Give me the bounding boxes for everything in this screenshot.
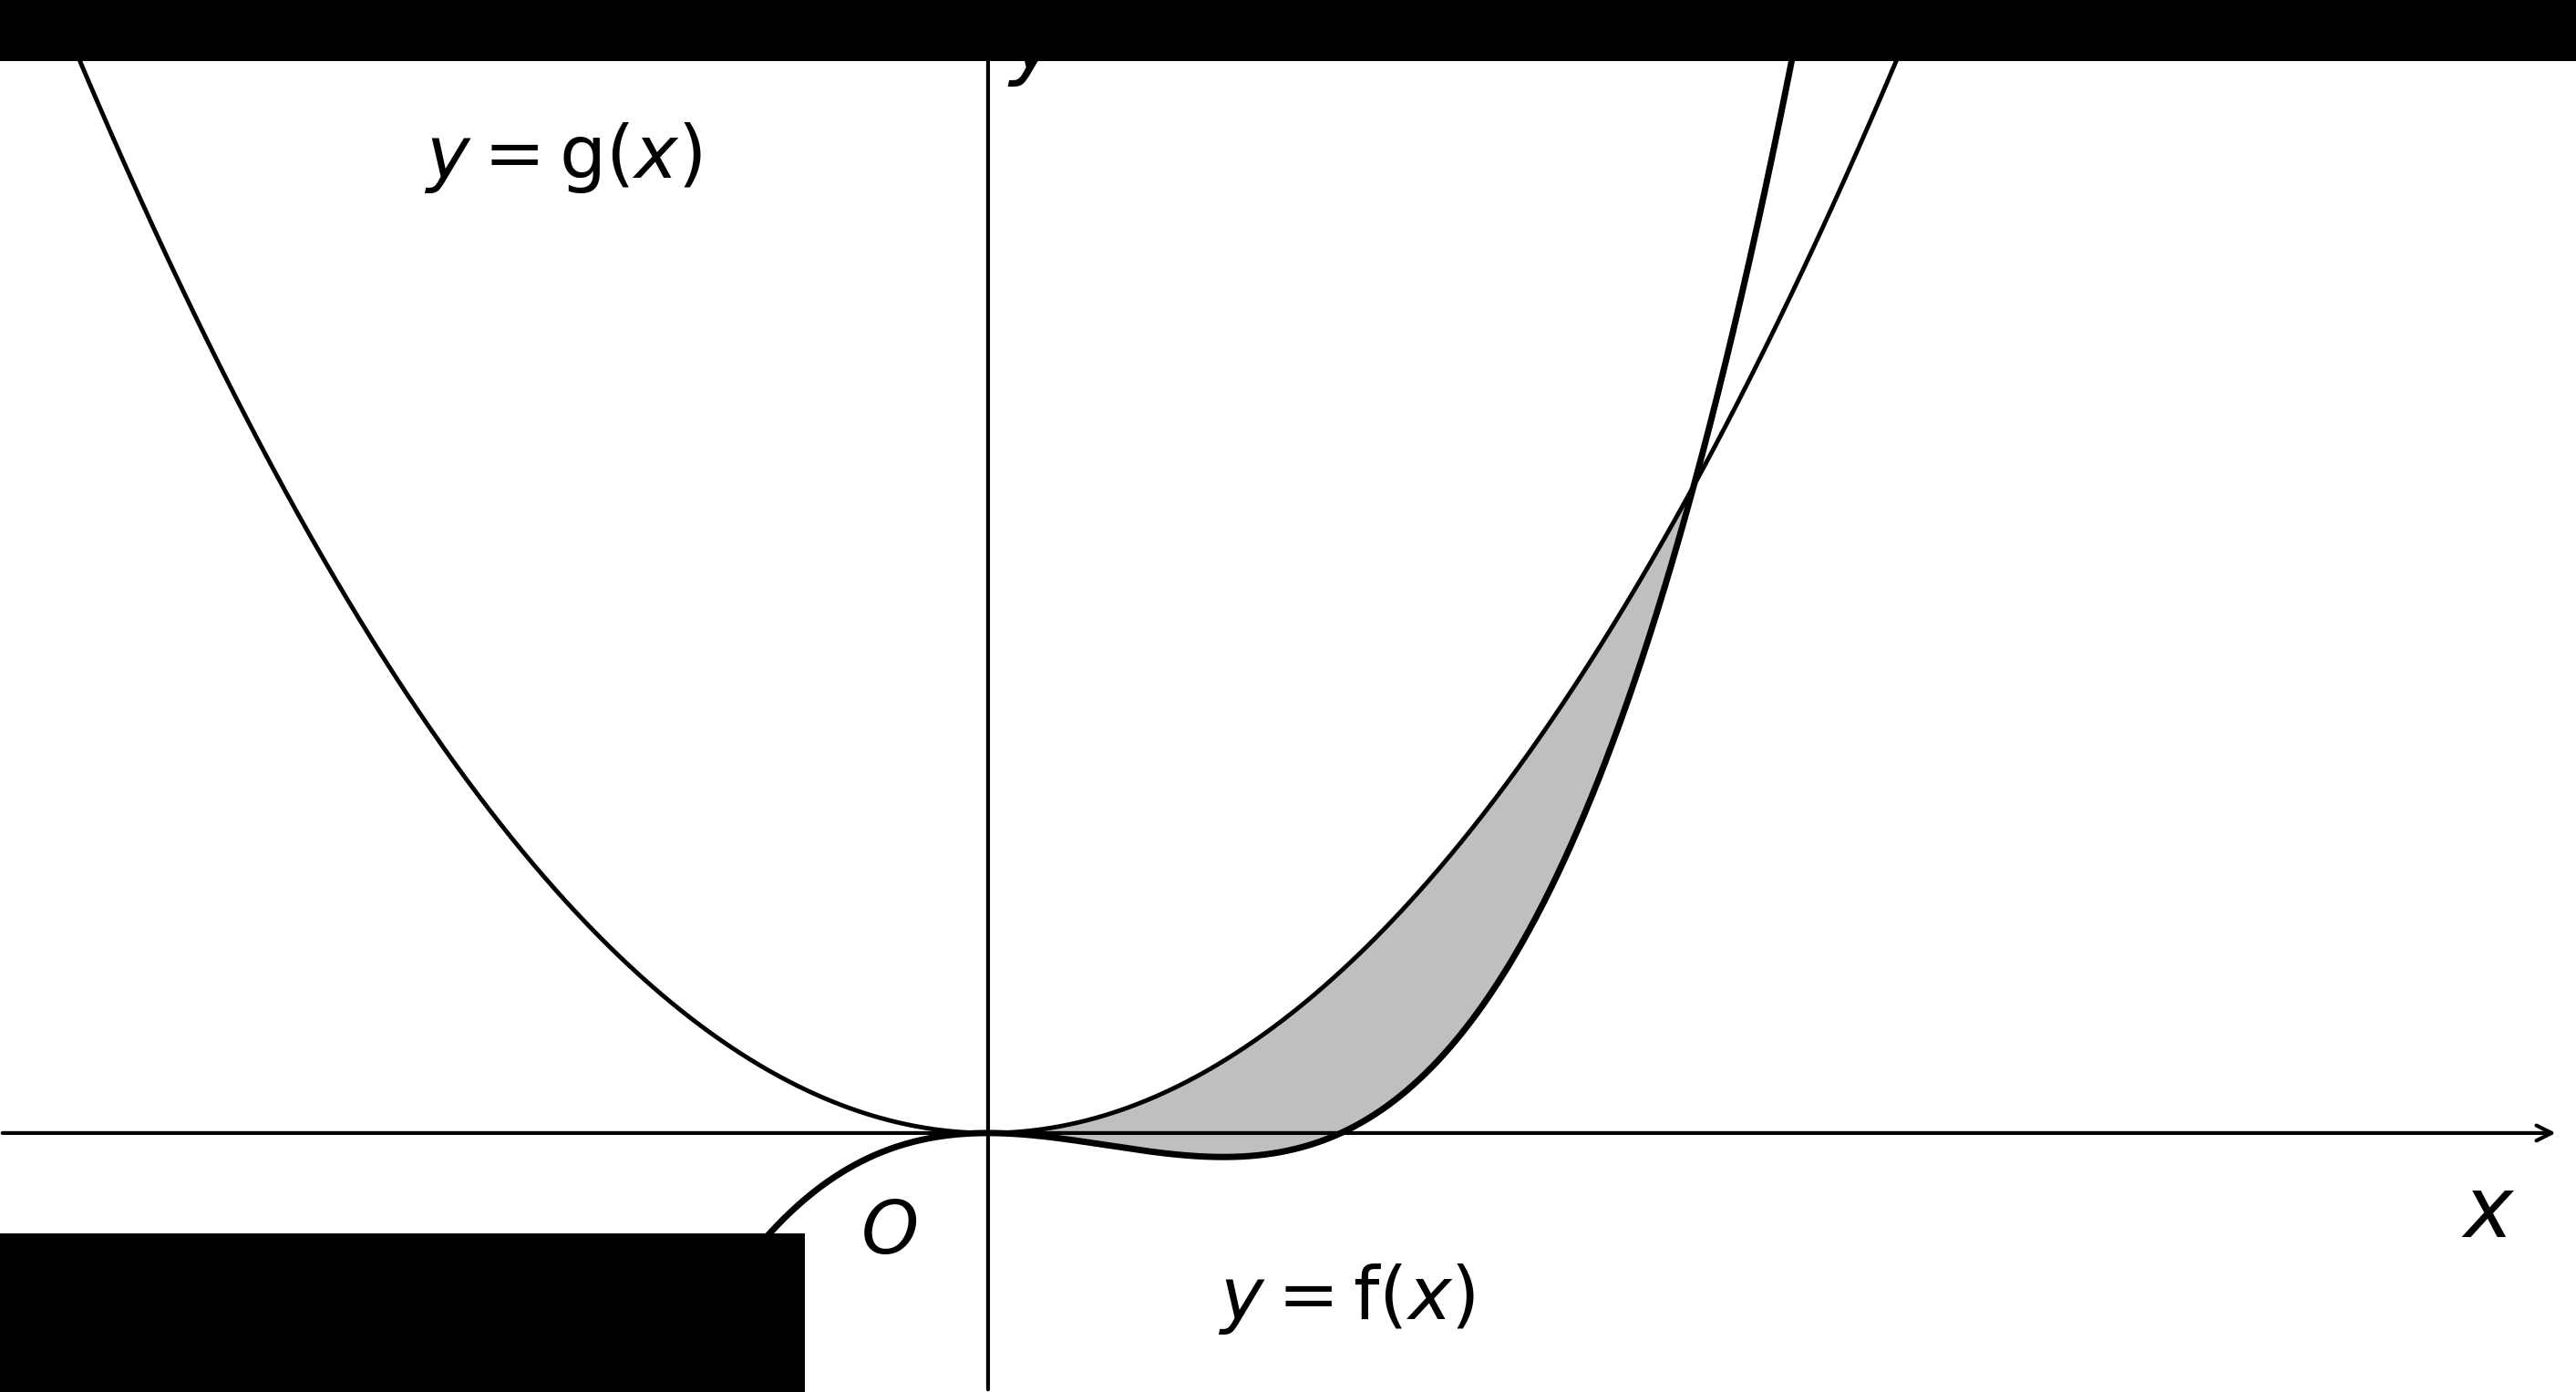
Text: $y = \mathrm{g}(x)$: $y = \mathrm{g}(x)$: [422, 121, 701, 195]
Bar: [0, 1233, 804, 1392]
Text: $y = \mathrm{f}(x)$: $y = \mathrm{f}(x)$: [1218, 1261, 1476, 1336]
Text: $x$: $x$: [2460, 1173, 2514, 1254]
Text: $O$: $O$: [860, 1199, 917, 1268]
Text: $y$: $y$: [1007, 8, 1061, 89]
Bar: [0, 0, 2576, 61]
